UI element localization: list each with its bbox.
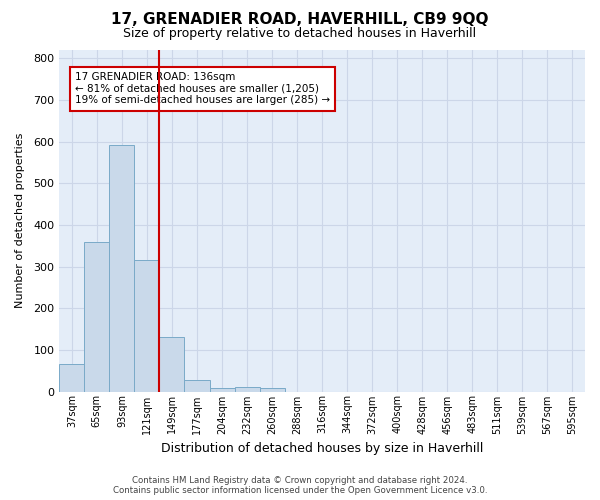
- Bar: [235, 388, 260, 392]
- Bar: [160, 338, 184, 392]
- Bar: [85, 242, 109, 392]
- Bar: [109, 144, 134, 392]
- Bar: [209, 388, 235, 392]
- Text: 17 GRENADIER ROAD: 136sqm
← 81% of detached houses are smaller (1,205)
19% of se: 17 GRENADIER ROAD: 136sqm ← 81% of detac…: [75, 72, 330, 106]
- Text: Contains HM Land Registry data © Crown copyright and database right 2024.
Contai: Contains HM Land Registry data © Crown c…: [113, 476, 487, 495]
- Text: Size of property relative to detached houses in Haverhill: Size of property relative to detached ho…: [124, 28, 476, 40]
- Bar: [184, 380, 209, 392]
- Bar: [59, 364, 85, 392]
- Bar: [134, 260, 160, 392]
- Y-axis label: Number of detached properties: Number of detached properties: [15, 133, 25, 308]
- Text: 17, GRENADIER ROAD, HAVERHILL, CB9 9QQ: 17, GRENADIER ROAD, HAVERHILL, CB9 9QQ: [111, 12, 489, 28]
- Bar: [260, 388, 284, 392]
- X-axis label: Distribution of detached houses by size in Haverhill: Distribution of detached houses by size …: [161, 442, 484, 455]
